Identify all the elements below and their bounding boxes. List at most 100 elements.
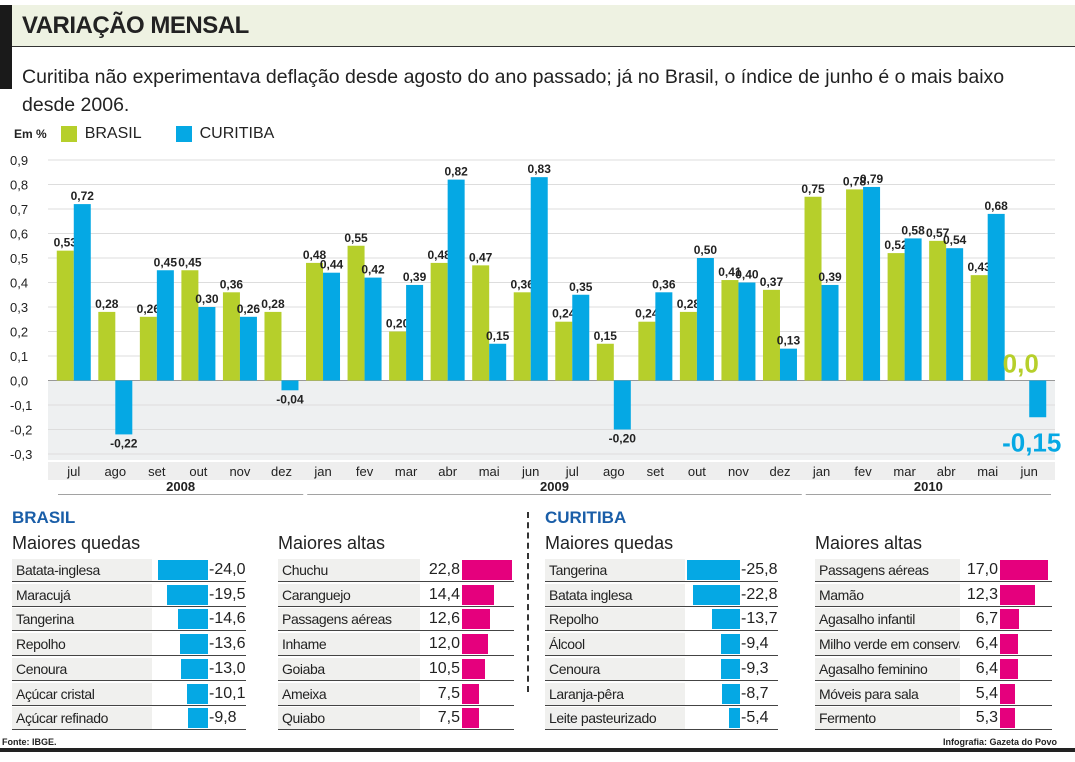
- table-row: Leite pasteurizado -5,4: [545, 707, 778, 731]
- table-row: Passagens aéreas 12,6: [278, 608, 514, 632]
- item-name: Maracujá: [12, 583, 152, 606]
- page-title: VARIAÇÃO MENSAL: [22, 12, 249, 39]
- table-row: Passagens aéreas 17,0: [815, 559, 1052, 582]
- value-bar: [720, 634, 740, 655]
- value-bar: [687, 560, 740, 580]
- x-tick-label: jun: [521, 464, 539, 479]
- item-name: Batata inglesa: [545, 583, 685, 606]
- item-name: Inhame: [278, 633, 420, 656]
- bar-brasil: [638, 321, 656, 381]
- item-name: Repolho: [545, 608, 685, 631]
- bar-curitiba: [530, 177, 548, 381]
- item-value: 22,8: [428, 561, 460, 578]
- data-label-curitiba: -0,04: [276, 392, 304, 406]
- item-value: -13,6: [209, 635, 246, 653]
- bar-curitiba: [696, 258, 714, 381]
- table-row: Quiabo 7,5: [278, 707, 514, 731]
- value-bar: [720, 658, 740, 679]
- data-label-curitiba: 0,79: [860, 172, 884, 186]
- bar-brasil: [347, 245, 365, 381]
- x-tick-label: out: [189, 464, 207, 479]
- x-tick-label: ago: [603, 464, 625, 479]
- year-label: 2008: [166, 479, 195, 494]
- bar-curitiba: [904, 238, 922, 381]
- item-value: 12,6: [428, 610, 460, 628]
- data-label-curitiba: 0,54: [943, 233, 967, 247]
- item-value: -19,5: [209, 585, 246, 603]
- y-tick-label: 0,9: [10, 153, 28, 168]
- year-label: 2009: [540, 479, 569, 494]
- year-label: 2010: [914, 479, 943, 494]
- data-label-brasil: 0,52: [884, 238, 908, 252]
- x-tick-label: nov: [229, 464, 250, 479]
- item-name: Açúcar cristal: [12, 682, 152, 705]
- data-label-brasil: 0,36: [220, 277, 244, 291]
- bar-curitiba: [364, 277, 382, 381]
- x-tick-label: jan: [313, 464, 331, 479]
- legend-label-curitiba: CURITIBA: [199, 125, 275, 142]
- data-label-curitiba: -0,22: [110, 436, 138, 450]
- item-value: 14,4: [428, 585, 460, 603]
- x-tick-label: nov: [728, 464, 749, 479]
- item-value: 12,3: [966, 585, 998, 603]
- data-label-brasil: 0,26: [137, 302, 161, 316]
- value-bar: [179, 634, 208, 655]
- x-tick-label: ago: [104, 464, 126, 479]
- value-bar: [462, 634, 489, 655]
- x-tick-label: set: [148, 464, 166, 479]
- table-row: Ameixa 7,5: [278, 682, 514, 706]
- bar-brasil: [472, 265, 490, 381]
- item-value: 10,5: [428, 659, 460, 677]
- bar-curitiba: [323, 272, 341, 381]
- chart-legend: Em % BRASIL CURITIBA: [14, 125, 274, 143]
- item-value: 6,4: [975, 635, 998, 653]
- data-label-curitiba: 0,26: [237, 302, 261, 316]
- bar-curitiba: [779, 348, 797, 381]
- table-row: Milho verde em conserva 6,4: [815, 633, 1052, 657]
- item-value: -13,7: [741, 610, 778, 628]
- y-tick-label: 0,8: [10, 178, 28, 193]
- x-tick-label: fev: [854, 464, 872, 479]
- data-label-curitiba: 0,15: [486, 329, 510, 343]
- bar-curitiba: [863, 186, 881, 381]
- bar-brasil: [555, 321, 573, 381]
- item-value: -13,0: [209, 659, 246, 677]
- data-label-curitiba: 0,45: [154, 255, 178, 269]
- bar-curitiba: [987, 213, 1005, 381]
- data-label-curitiba: 0,83: [528, 162, 552, 176]
- bar-brasil: [389, 331, 407, 381]
- bar-brasil: [430, 262, 448, 381]
- bar-chart: 0,9 0,8 0,7 0,6 0,5 0,4 0,3 0,2 0,1 0,0 -0,1 -0,2 -0…: [10, 153, 1061, 495]
- value-bar: [693, 584, 740, 605]
- y-tick-label: -0,2: [10, 423, 32, 438]
- data-label-curitiba: 0,68: [985, 199, 1009, 213]
- data-label-brasil: 0,20: [386, 317, 410, 331]
- legend-swatch-brasil: [60, 126, 77, 142]
- value-bar: [722, 683, 740, 704]
- data-label-brasil: 0,45: [178, 255, 202, 269]
- y-tick-label: 0,1: [10, 349, 28, 364]
- item-value: -25,8: [741, 561, 778, 578]
- bar-curitiba: [1029, 380, 1047, 418]
- table-row: Tangerina -14,6: [12, 608, 246, 632]
- bar-brasil: [804, 196, 822, 381]
- x-tick-label: fev: [356, 464, 374, 479]
- bar-curitiba: [655, 292, 673, 381]
- item-name: Ameixa: [278, 682, 420, 705]
- item-value: 5,3: [975, 709, 998, 727]
- data-label-curitiba: 0,35: [569, 280, 593, 294]
- bar-brasil: [596, 343, 614, 381]
- bar-brasil: [139, 316, 157, 381]
- bar-brasil: [181, 270, 199, 381]
- value-bar: [728, 708, 740, 729]
- bar-curitiba: [738, 282, 756, 381]
- bar-brasil: [306, 262, 324, 381]
- legend-swatch-curitiba: [175, 126, 192, 142]
- table-row: Laranja-pêra -8,7: [545, 682, 778, 706]
- bar-brasil: [264, 311, 282, 381]
- data-label-curitiba: 0,44: [320, 258, 344, 272]
- value-bar: [180, 658, 208, 679]
- item-name: Batata-inglesa: [12, 559, 152, 581]
- item-value: -22,8: [741, 585, 778, 603]
- item-value: 7,5: [437, 709, 460, 727]
